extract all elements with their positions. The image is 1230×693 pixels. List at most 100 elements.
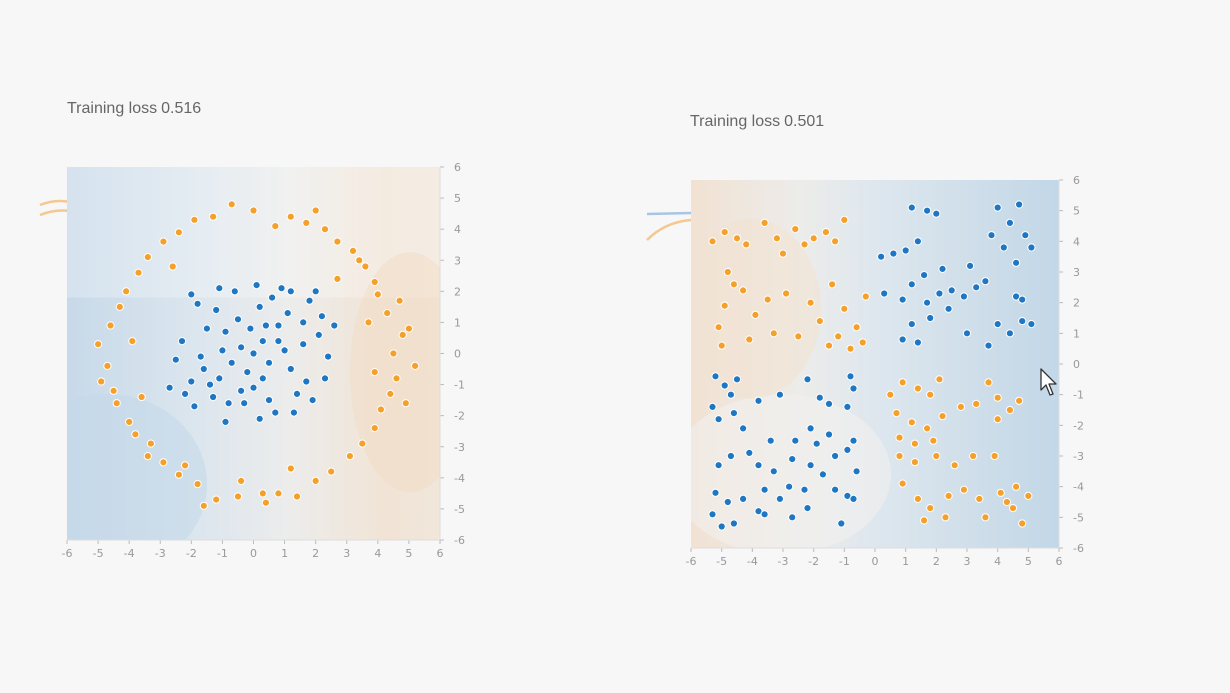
data-point	[849, 384, 858, 393]
data-point	[190, 402, 199, 411]
data-point	[181, 389, 190, 398]
data-point	[938, 264, 947, 273]
y-tick-label: -5	[454, 503, 465, 516]
y-tick-label: -3	[1073, 450, 1084, 463]
data-point	[212, 305, 221, 315]
data-point	[274, 337, 283, 346]
data-point	[766, 436, 775, 445]
data-point	[131, 430, 140, 439]
data-point	[355, 256, 364, 265]
data-point	[910, 439, 920, 448]
data-point	[775, 390, 785, 399]
data-point	[193, 480, 202, 489]
data-point	[264, 396, 274, 405]
data-point	[134, 268, 143, 277]
data-point	[1018, 295, 1027, 304]
y-tick-label: 5	[454, 192, 461, 205]
data-point	[1021, 231, 1030, 240]
data-point	[109, 386, 118, 395]
mouse-pointer-icon	[1040, 368, 1057, 396]
y-tick-label: 4	[454, 223, 461, 236]
data-point	[984, 378, 993, 387]
data-point	[302, 218, 311, 227]
data-point	[984, 341, 993, 350]
data-point	[221, 327, 230, 336]
data-point	[910, 458, 920, 467]
data-point	[286, 464, 295, 473]
training-loss-title-1: Training loss 0.516	[67, 100, 201, 118]
data-point	[212, 495, 221, 504]
data-point	[821, 228, 831, 237]
data-point	[227, 358, 236, 367]
x-tick-label: 3	[964, 555, 971, 568]
y-axis: 6 5 4 3 2 1 0 -1 -2 -3 -4 -5 -6	[1058, 174, 1084, 555]
data-point	[345, 452, 354, 461]
data-point	[834, 332, 843, 341]
data-point	[258, 374, 267, 383]
data-point	[708, 510, 717, 519]
x-tick-label: 5	[405, 547, 412, 560]
data-point	[745, 335, 754, 344]
data-point	[923, 206, 932, 215]
data-point	[726, 451, 736, 461]
data-point	[320, 374, 330, 383]
data-point	[941, 513, 950, 522]
data-point	[969, 451, 978, 461]
data-point	[745, 448, 754, 457]
x-tick-label: 5	[1025, 555, 1032, 568]
data-point	[324, 352, 333, 361]
data-point	[791, 225, 800, 234]
data-point	[913, 237, 923, 246]
data-point	[729, 409, 739, 418]
data-point	[751, 310, 760, 319]
data-point	[840, 304, 849, 313]
y-tick-label: 3	[454, 254, 461, 267]
data-point	[370, 368, 379, 377]
data-point	[800, 240, 809, 249]
data-point	[392, 374, 401, 383]
data-point	[308, 396, 317, 405]
data-point	[926, 390, 935, 399]
y-tick-label: -6	[454, 534, 465, 547]
data-point	[947, 286, 956, 295]
data-point	[97, 377, 106, 386]
data-point	[261, 498, 270, 507]
data-point	[913, 494, 923, 503]
data-point	[286, 364, 295, 374]
data-point	[199, 364, 208, 374]
data-point	[763, 295, 772, 304]
data-point	[962, 329, 972, 338]
data-point	[775, 494, 785, 503]
data-point	[711, 372, 720, 381]
data-point	[987, 231, 996, 240]
data-point	[895, 451, 904, 461]
data-point	[907, 203, 916, 212]
data-point	[935, 289, 944, 298]
data-point	[944, 491, 953, 500]
x-tick-label: -2	[186, 547, 197, 560]
data-point	[824, 399, 834, 408]
series-blue	[708, 200, 1036, 531]
data-point	[754, 396, 763, 405]
y-tick-label: 2	[1073, 297, 1080, 310]
data-point	[240, 399, 249, 408]
data-point	[785, 482, 794, 491]
data-point	[803, 504, 812, 513]
data-point	[411, 361, 420, 370]
data-point	[221, 417, 230, 426]
data-point	[264, 358, 274, 367]
data-point	[849, 494, 858, 503]
data-point	[358, 439, 367, 448]
data-point	[237, 386, 246, 395]
data-point	[806, 424, 815, 433]
scatter-plot-1[interactable]: -6 -5 -4 -3 -2 -1 0 1 2 3 4 5 6 6 5 4 3 2 1 0 -1 -2 -3 -4 -5 -6	[0, 0, 615, 693]
data-point	[299, 340, 308, 349]
data-point	[993, 393, 1002, 402]
data-point	[1012, 258, 1021, 267]
data-point	[732, 234, 742, 243]
data-point	[1008, 504, 1018, 513]
data-point	[831, 485, 840, 494]
data-point	[769, 329, 778, 338]
data-point	[739, 494, 748, 503]
